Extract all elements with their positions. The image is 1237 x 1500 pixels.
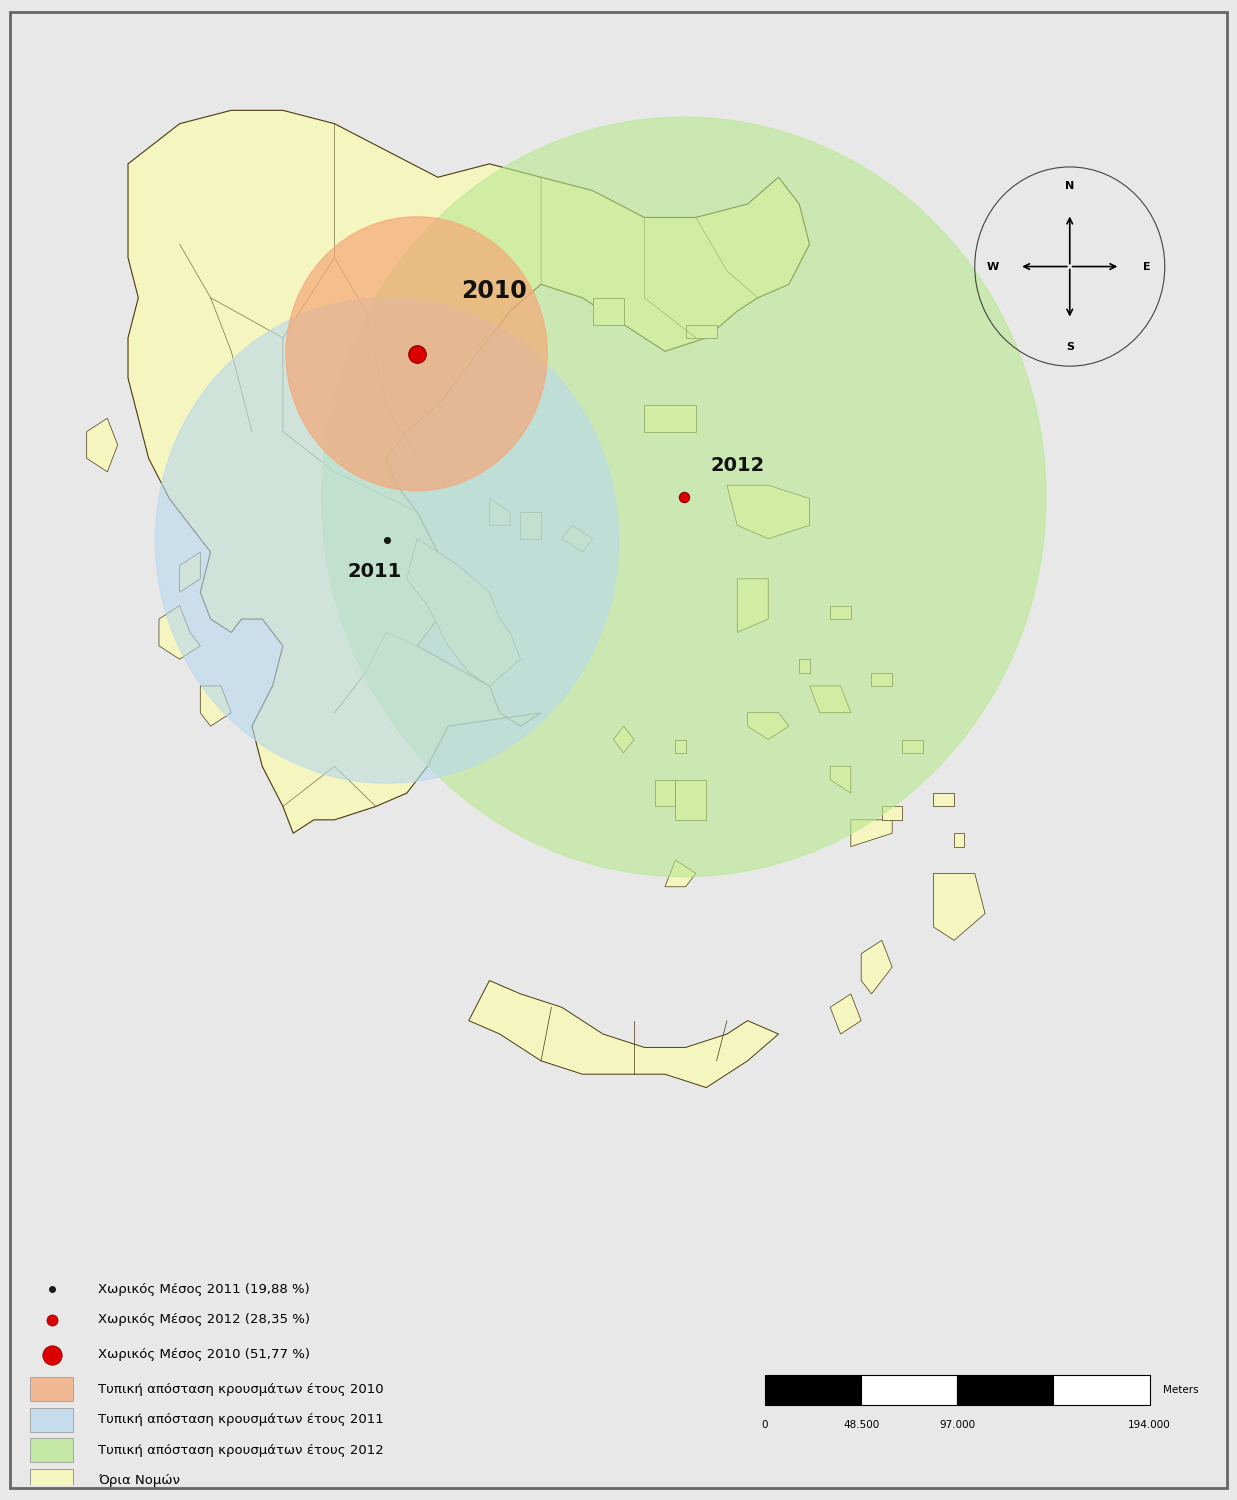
- Text: 97.000: 97.000: [939, 1420, 976, 1431]
- Circle shape: [286, 217, 547, 490]
- Polygon shape: [934, 873, 985, 940]
- Bar: [31, 1408, 73, 1431]
- Polygon shape: [809, 686, 851, 712]
- Polygon shape: [727, 484, 809, 538]
- Bar: [957, 1376, 1054, 1404]
- Text: Meters: Meters: [1163, 1384, 1199, 1395]
- Polygon shape: [127, 111, 809, 833]
- Bar: [31, 1468, 73, 1492]
- Polygon shape: [614, 726, 635, 753]
- Text: E: E: [1143, 261, 1150, 272]
- Polygon shape: [490, 498, 510, 525]
- Text: Τυπική απόσταση κρουσμάτων έτους 2011: Τυπική απόσταση κρουσμάτων έτους 2011: [98, 1413, 383, 1426]
- Text: Τυπική απόσταση κρουσμάτων έτους 2010: Τυπική απόσταση κρουσμάτων έτους 2010: [98, 1383, 383, 1396]
- Text: Χωρικός Μέσος 2012 (28,35 %): Χωρικός Μέσος 2012 (28,35 %): [98, 1312, 309, 1326]
- Text: Χωρικός Μέσος 2010 (51,77 %): Χωρικός Μέσος 2010 (51,77 %): [98, 1348, 309, 1360]
- Polygon shape: [521, 512, 541, 538]
- Bar: [31, 1438, 73, 1462]
- Polygon shape: [830, 994, 861, 1033]
- Text: N: N: [1065, 180, 1075, 190]
- Bar: [764, 1376, 861, 1404]
- Polygon shape: [160, 606, 200, 658]
- Polygon shape: [799, 658, 809, 672]
- Text: S: S: [1066, 342, 1074, 352]
- Text: 48.500: 48.500: [844, 1420, 880, 1431]
- Polygon shape: [872, 672, 892, 686]
- Polygon shape: [675, 740, 685, 753]
- Polygon shape: [675, 780, 706, 820]
- Polygon shape: [903, 740, 923, 753]
- Text: Όρια Νομών: Όρια Νομών: [98, 1474, 179, 1486]
- Polygon shape: [830, 606, 851, 619]
- Text: 2012: 2012: [710, 456, 764, 476]
- Text: Τυπική απόσταση κρουσμάτων έτους 2012: Τυπική απόσταση κρουσμάτων έτους 2012: [98, 1443, 383, 1456]
- Polygon shape: [685, 324, 716, 338]
- Text: 2010: 2010: [461, 279, 527, 303]
- Polygon shape: [934, 794, 954, 807]
- Polygon shape: [666, 859, 696, 886]
- Polygon shape: [593, 297, 623, 324]
- Text: Χωρικός Μέσος 2011 (19,88 %): Χωρικός Μέσος 2011 (19,88 %): [98, 1282, 309, 1296]
- Point: [407, 342, 427, 366]
- Text: 194.000: 194.000: [1128, 1420, 1171, 1431]
- Polygon shape: [954, 833, 965, 846]
- Polygon shape: [882, 807, 903, 820]
- Polygon shape: [200, 686, 231, 726]
- Text: 2011: 2011: [348, 562, 402, 580]
- Polygon shape: [861, 940, 892, 994]
- Polygon shape: [469, 981, 778, 1088]
- Circle shape: [156, 297, 618, 783]
- Polygon shape: [654, 780, 675, 807]
- Text: W: W: [986, 261, 998, 272]
- Polygon shape: [562, 525, 593, 552]
- Circle shape: [322, 117, 1047, 876]
- Polygon shape: [747, 712, 789, 740]
- Point: [377, 528, 397, 552]
- Bar: [861, 1376, 957, 1404]
- Bar: [31, 1377, 73, 1401]
- Point: [674, 484, 694, 508]
- Polygon shape: [407, 538, 521, 686]
- Polygon shape: [851, 821, 892, 846]
- Polygon shape: [179, 552, 200, 592]
- Polygon shape: [737, 579, 768, 633]
- Bar: [1054, 1376, 1149, 1404]
- Polygon shape: [644, 405, 696, 432]
- Polygon shape: [830, 766, 851, 794]
- Polygon shape: [87, 419, 118, 472]
- Text: 0: 0: [762, 1420, 768, 1431]
